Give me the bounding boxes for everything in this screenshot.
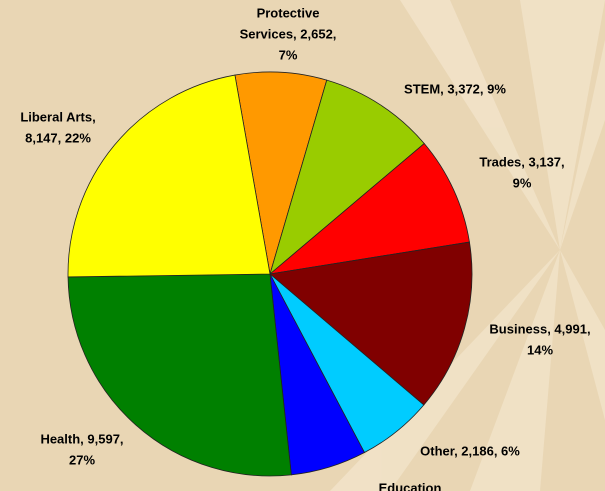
data-label: 9% [513, 175, 532, 190]
data-label: STEM, 3,372, 9% [404, 81, 506, 96]
data-label: 14% [527, 342, 553, 357]
pie-slice [268, 142, 470, 275]
pie-slice [269, 241, 473, 406]
data-label: Health, 9,597, [40, 431, 123, 446]
pie-slice [269, 79, 425, 276]
data-label: Services, 2,652, [240, 26, 337, 41]
data-label: 7% [279, 47, 298, 62]
data-label: 8,147, 22% [25, 130, 91, 145]
pie-slice [67, 273, 292, 477]
data-label: Other, 2,186, 6% [420, 443, 520, 458]
data-label: 27% [69, 452, 95, 467]
data-label: Business, 4,991, [489, 321, 590, 336]
data-label: Trades, 3,137, [479, 154, 564, 169]
pie-slice [67, 74, 271, 278]
data-label: Protective [257, 5, 320, 20]
data-label: Liberal Arts, [20, 109, 95, 124]
data-label: Education [379, 480, 442, 491]
